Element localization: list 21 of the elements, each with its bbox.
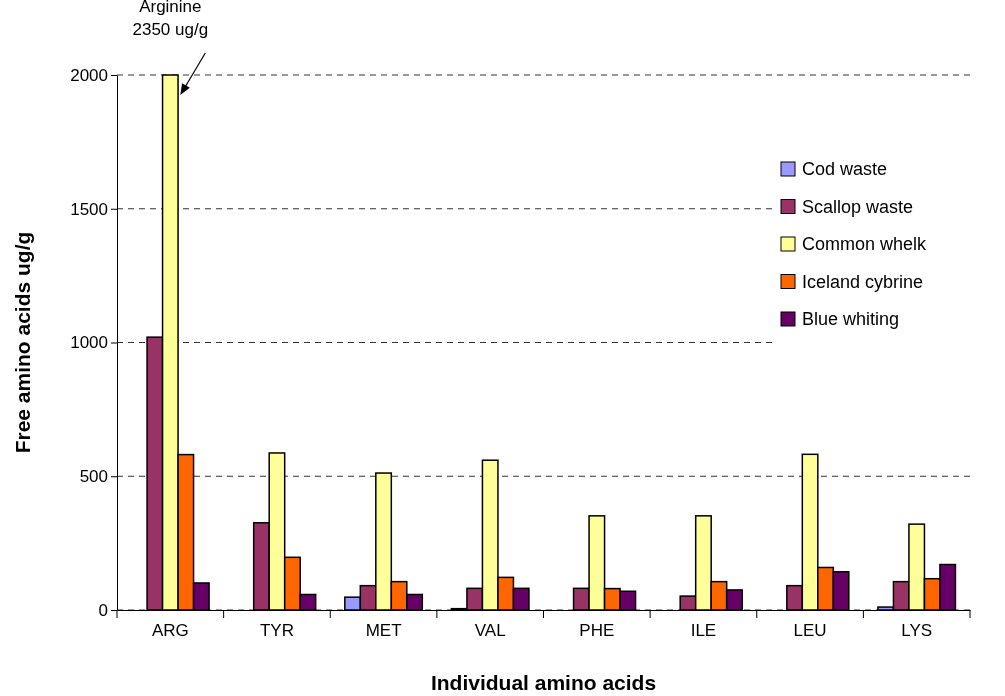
y-tick-label: 500 xyxy=(79,467,108,487)
x-tick-label: LEU xyxy=(793,621,827,641)
x-tick-label: VAL xyxy=(474,621,506,641)
x-tick-label: MET xyxy=(365,621,402,641)
x-axis-title: Individual amino acids xyxy=(430,671,657,694)
y-tick-label: 1000 xyxy=(70,333,108,353)
y-axis-title: Free amino acids ug/g xyxy=(11,231,34,454)
legend-label: Cod waste xyxy=(802,159,888,179)
legend-label: Scallop waste xyxy=(802,196,914,217)
y-tick-label: 2000 xyxy=(70,65,108,85)
y-tick-label: 1500 xyxy=(70,199,108,219)
x-tick-label: ARG xyxy=(151,621,189,641)
y-tick-label: 0 xyxy=(98,600,108,620)
legend-label: Common whelk xyxy=(802,234,928,254)
annotation: Arginine 2350 ug/g xyxy=(132,0,209,39)
x-tick-label: PHE xyxy=(579,621,615,641)
legend-label: Blue whiting xyxy=(802,309,900,329)
x-tick-label: TYR xyxy=(259,621,294,641)
legend-label: Iceland cybrine xyxy=(802,271,924,292)
x-tick-label: ILE xyxy=(690,621,717,641)
x-tick-label: LYS xyxy=(901,621,933,641)
